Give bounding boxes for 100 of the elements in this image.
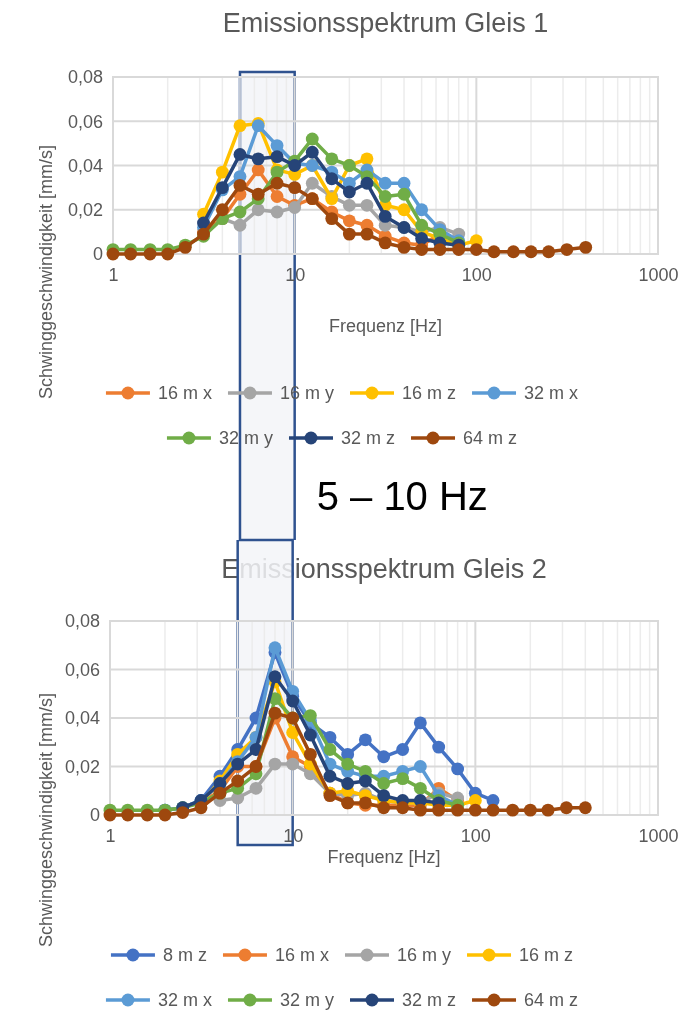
point bbox=[452, 243, 466, 256]
point bbox=[415, 243, 429, 256]
point bbox=[341, 757, 355, 771]
y-tick-label: 0,04 bbox=[64, 708, 100, 729]
point bbox=[251, 203, 265, 217]
point bbox=[433, 243, 447, 256]
point bbox=[342, 214, 356, 228]
point bbox=[215, 203, 229, 217]
point bbox=[415, 232, 429, 245]
point bbox=[303, 728, 317, 742]
point bbox=[377, 750, 391, 764]
point bbox=[415, 218, 429, 232]
legend-label: 16 m x bbox=[157, 383, 212, 403]
point bbox=[578, 801, 592, 815]
point bbox=[143, 247, 157, 261]
x-tick-label: 1000 bbox=[638, 264, 679, 285]
point bbox=[341, 777, 355, 790]
point bbox=[487, 245, 501, 259]
x-tick-label: 100 bbox=[460, 825, 491, 846]
y-tick-label: 0,04 bbox=[67, 155, 103, 176]
point bbox=[413, 803, 427, 817]
legend-label: 16 m z bbox=[402, 383, 457, 403]
point bbox=[251, 163, 265, 177]
point bbox=[397, 203, 411, 217]
point bbox=[579, 240, 593, 254]
point bbox=[268, 670, 282, 684]
legend-label: 16 m y bbox=[396, 945, 452, 965]
point bbox=[469, 243, 483, 256]
legend-label: 8 m z bbox=[162, 945, 207, 965]
point bbox=[432, 740, 446, 754]
legend-label: 32 m y bbox=[218, 428, 273, 448]
point bbox=[506, 803, 520, 817]
point bbox=[396, 772, 410, 786]
point bbox=[323, 769, 337, 783]
point bbox=[124, 247, 138, 261]
point bbox=[358, 774, 372, 788]
point bbox=[541, 803, 555, 817]
point bbox=[396, 743, 410, 756]
point bbox=[231, 774, 245, 788]
point bbox=[249, 781, 263, 795]
point bbox=[305, 145, 319, 159]
point bbox=[360, 227, 374, 241]
point bbox=[451, 762, 465, 776]
point bbox=[268, 706, 282, 720]
point bbox=[303, 747, 317, 761]
point bbox=[158, 808, 172, 822]
y-tick-label: 0 bbox=[89, 805, 100, 826]
point bbox=[106, 247, 120, 261]
point bbox=[413, 760, 427, 773]
point bbox=[270, 205, 284, 219]
point bbox=[270, 190, 284, 203]
point bbox=[413, 781, 427, 795]
point bbox=[451, 803, 465, 817]
point bbox=[251, 187, 265, 201]
point bbox=[270, 139, 284, 153]
point bbox=[397, 187, 411, 201]
point bbox=[559, 801, 573, 815]
point bbox=[140, 808, 154, 822]
y-tick-label: 0,06 bbox=[64, 659, 100, 680]
legend-label: 32 m y bbox=[279, 990, 334, 1010]
legend-label: 16 m z bbox=[519, 945, 574, 965]
x-tick-label: 100 bbox=[461, 264, 492, 285]
point bbox=[358, 733, 372, 747]
point bbox=[215, 165, 229, 179]
point bbox=[233, 178, 247, 192]
legend-label: 64 m z bbox=[463, 428, 518, 448]
point bbox=[342, 198, 356, 212]
point bbox=[233, 205, 247, 219]
point bbox=[468, 803, 482, 817]
point bbox=[560, 243, 574, 256]
point bbox=[360, 176, 374, 190]
legend-label: 32 m z bbox=[340, 428, 396, 448]
point bbox=[233, 119, 247, 133]
point bbox=[432, 803, 446, 817]
point bbox=[270, 176, 284, 190]
point bbox=[286, 694, 300, 708]
y-axis-title: Schwinggeschwindigkeit [mm/s] bbox=[36, 692, 56, 948]
point bbox=[268, 757, 282, 771]
point bbox=[325, 212, 339, 226]
point bbox=[523, 803, 537, 817]
x-tick-label: 1 bbox=[108, 264, 119, 285]
point bbox=[233, 148, 247, 161]
point bbox=[486, 803, 500, 817]
point bbox=[305, 176, 319, 190]
point bbox=[194, 801, 208, 815]
point bbox=[542, 245, 556, 259]
point bbox=[325, 152, 339, 166]
point bbox=[378, 236, 392, 250]
band-label: 5 – 10 Hz bbox=[316, 474, 488, 518]
point bbox=[378, 209, 392, 223]
legend-label: 32 m z bbox=[402, 990, 457, 1010]
x-tick-label: 1 bbox=[105, 825, 116, 846]
point bbox=[415, 203, 429, 217]
point bbox=[121, 808, 135, 822]
legend-label: 64 m z bbox=[524, 990, 579, 1010]
point bbox=[161, 247, 175, 261]
y-tick-label: 0 bbox=[92, 244, 103, 265]
x-axis-title: Frequenz [Hz] bbox=[327, 847, 441, 867]
y-axis-title: Schwinggeschwindigkeit [mm/s] bbox=[36, 144, 56, 400]
x-tick-label: 1000 bbox=[638, 825, 679, 846]
